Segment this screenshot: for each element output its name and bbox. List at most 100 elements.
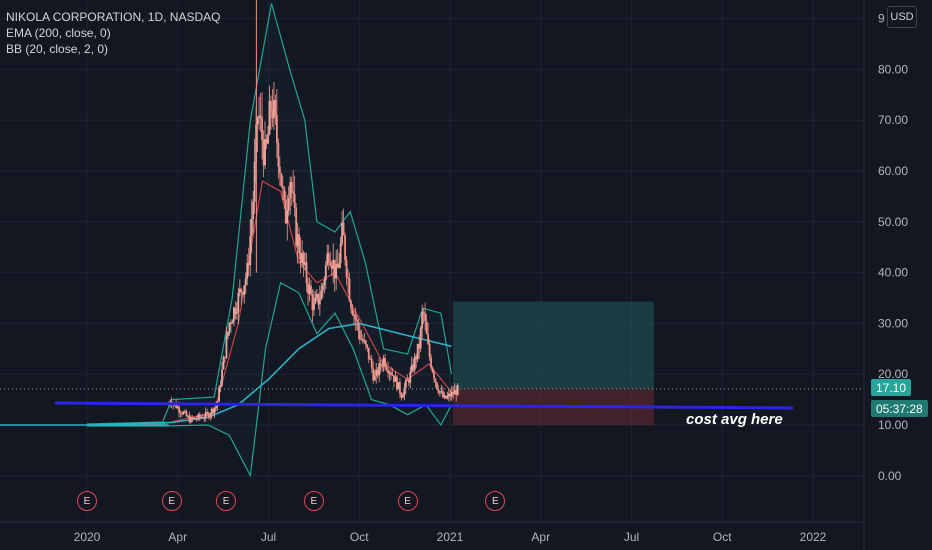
- candle-body: [308, 285, 311, 294]
- candle-body: [369, 358, 372, 360]
- candle-body: [342, 222, 345, 236]
- candle-body: [244, 278, 247, 286]
- candle-body: [418, 343, 421, 349]
- candle-body: [455, 390, 458, 396]
- candle-body: [293, 193, 296, 208]
- target-zone: [453, 301, 654, 389]
- candle-body: [262, 140, 265, 166]
- price-axis-label: 80.00: [878, 62, 908, 76]
- candle-body: [378, 363, 381, 376]
- candle-body: [268, 101, 271, 135]
- candle-body: [207, 413, 210, 418]
- candle-body: [351, 308, 354, 315]
- candle-body: [241, 292, 244, 295]
- candle-body: [212, 408, 215, 414]
- candle-body: [182, 412, 185, 415]
- candle-body: [413, 356, 416, 370]
- candle-body: [321, 285, 324, 291]
- currency-button[interactable]: USD: [887, 6, 917, 28]
- price-axis-label: 40.00: [878, 266, 908, 280]
- candle-body: [324, 264, 327, 281]
- cost-average-annotation[interactable]: cost avg here: [686, 411, 783, 428]
- candle-body: [450, 391, 453, 397]
- candle-body: [379, 363, 382, 367]
- candle-body: [218, 387, 220, 402]
- candle-body: [427, 333, 429, 344]
- price-axis-label: 10.00: [878, 418, 908, 432]
- time-axis-label: Jul: [624, 530, 639, 544]
- candle-body: [292, 191, 295, 194]
- candle-body: [350, 301, 352, 309]
- price-axis-label: 70.00: [878, 113, 908, 127]
- candle-body: [404, 380, 407, 388]
- candle-body: [194, 417, 197, 419]
- candle-body: [313, 302, 315, 311]
- candle-body: [302, 252, 305, 265]
- candle-body: [237, 292, 240, 313]
- candle-body: [209, 414, 212, 418]
- candle-body: [203, 417, 206, 419]
- candle-body: [412, 364, 415, 370]
- candle-body: [394, 376, 397, 382]
- price-axis-label: 50.00: [878, 215, 908, 229]
- candle-body: [456, 384, 459, 396]
- candle-body: [215, 406, 218, 408]
- candle-body: [253, 161, 256, 202]
- earnings-marker[interactable]: E: [303, 491, 324, 511]
- candle-body: [327, 253, 330, 263]
- candle-body: [326, 253, 329, 265]
- bollinger-upper-line: [86, 3, 453, 425]
- candle-body: [296, 234, 299, 246]
- candle-body: [176, 406, 179, 408]
- time-axis-label: Oct: [350, 530, 369, 544]
- candle-body: [188, 416, 191, 423]
- candle-body: [387, 369, 389, 374]
- symbol-title[interactable]: NIKOLA CORPORATION, 1D, NASDAQ: [6, 10, 221, 24]
- candle-body: [298, 234, 301, 254]
- candle-body: [419, 328, 422, 349]
- earnings-marker[interactable]: E: [216, 491, 237, 511]
- candle-body: [336, 264, 339, 268]
- candle-body: [390, 372, 392, 375]
- earnings-marker[interactable]: E: [161, 491, 182, 511]
- candle-body: [391, 374, 394, 376]
- candle-body: [381, 366, 384, 368]
- bollinger-indicator-label[interactable]: BB (20, close, 2, 0): [6, 42, 109, 56]
- candle-body: [406, 379, 409, 381]
- earnings-marker[interactable]: E: [77, 491, 97, 511]
- candle-body: [375, 369, 378, 377]
- candle-body: [318, 299, 321, 305]
- candle-body: [274, 100, 277, 115]
- candle-body: [357, 321, 360, 331]
- candle-body: [363, 340, 366, 342]
- candle-body: [187, 416, 189, 418]
- candle-body: [437, 389, 440, 393]
- time-axis-label: Apr: [531, 530, 550, 544]
- candle-body: [179, 412, 182, 414]
- candle-body: [354, 314, 357, 320]
- candle-body: [228, 322, 231, 332]
- candle-body: [191, 417, 194, 419]
- candle-body: [289, 182, 292, 199]
- earnings-marker[interactable]: E: [485, 491, 506, 511]
- earnings-marker[interactable]: E: [397, 491, 418, 511]
- candle-body: [410, 364, 413, 372]
- ema-indicator-label[interactable]: EMA (200, close, 0): [6, 26, 111, 40]
- candle-body: [397, 382, 400, 390]
- candle-body: [240, 288, 243, 293]
- candle-body: [356, 319, 358, 322]
- candle-body: [441, 391, 444, 398]
- candle-body: [307, 283, 309, 294]
- candle-body: [273, 100, 275, 119]
- candle-body: [415, 356, 418, 360]
- candle-body: [283, 188, 286, 200]
- candle-body: [185, 411, 188, 417]
- candle-body: [249, 236, 252, 266]
- candle-body: [190, 417, 192, 423]
- candle-body: [364, 340, 367, 345]
- candle-body: [178, 406, 180, 413]
- candle-body: [261, 117, 263, 141]
- candle-body: [360, 338, 363, 340]
- candle-body: [286, 210, 289, 224]
